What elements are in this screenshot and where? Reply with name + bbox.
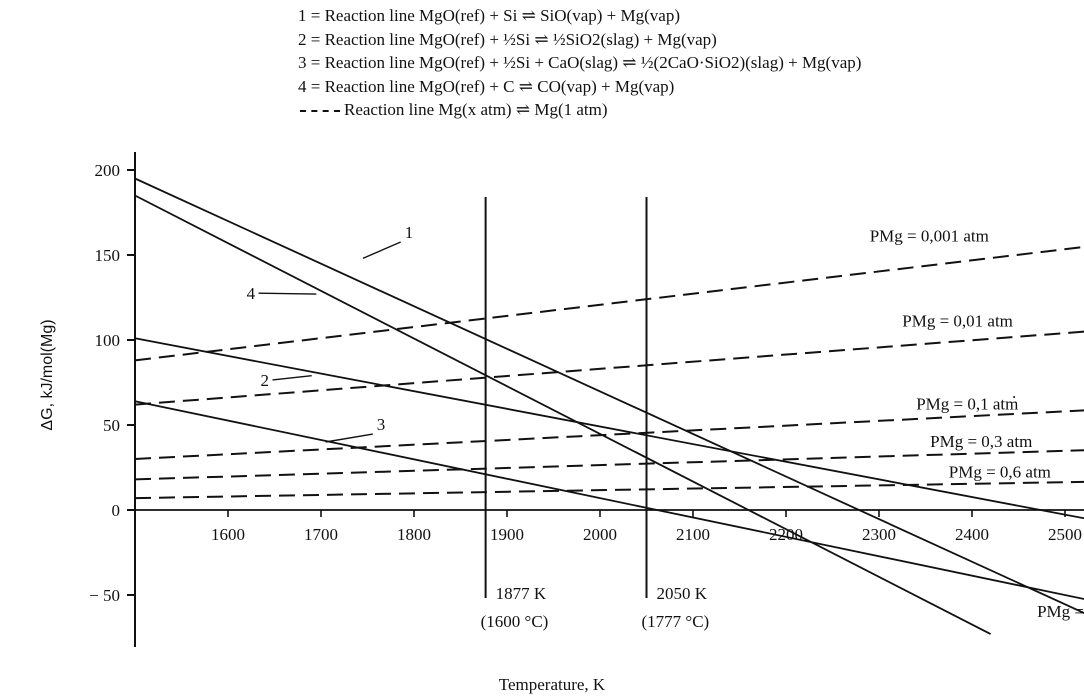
marker-sublabel-2: (1777 °C) — [642, 612, 710, 631]
marker-sublabel-1: (1600 °C) — [481, 612, 549, 631]
annotations-group: 1877 K (1600 °C) 2050 K (1777 °C) 1 4 2 3 PMg = … — [247, 223, 1084, 631]
y-tick-label: 150 — [95, 246, 121, 265]
legend-item-3-text: 3 = Reaction line MgO(ref) + ½Si + CaO(s… — [298, 53, 862, 72]
series-group — [134, 177, 1084, 635]
legend-item-1: 1 = Reaction line MgO(ref) + Si ⇌ SiO(va… — [298, 4, 861, 28]
legend-item-2: 2 = Reaction line MgO(ref) + ½Si ⇌ ½SiO2… — [298, 28, 861, 52]
y-axis-label: ΔG, kJ/mol(Mg) — [39, 319, 56, 430]
annotation-pointer-1 — [362, 241, 401, 260]
x-tick-label: 2300 — [862, 525, 896, 544]
chart-legend: 1 = Reaction line MgO(ref) + Si ⇌ SiO(va… — [298, 4, 861, 122]
axes-group: 200 150 100 50 0 − 50 1600 1700 1800 1900 2000 2100… — [89, 152, 1082, 647]
x-tick-label: 2100 — [676, 525, 710, 544]
marker-label-2: 2050 K — [657, 584, 708, 603]
x-tick-label: 1600 — [211, 525, 245, 544]
y-tick-label: 200 — [95, 161, 121, 180]
y-tick-label: 50 — [103, 416, 120, 435]
annotation-pointer-4 — [325, 433, 373, 443]
x-tick-label: 1800 — [397, 525, 431, 544]
legend-item-1-text: 1 = Reaction line MgO(ref) + Si ⇌ SiO(va… — [298, 6, 680, 25]
series-line-7 — [134, 409, 1084, 460]
annotation-4: 3 — [377, 415, 386, 434]
annotation-pointer-3 — [272, 375, 312, 381]
legend-item-4-text: 4 = Reaction line MgO(ref) + C ⇌ CO(vap)… — [298, 76, 675, 96]
marker-label-1: 1877 K — [496, 584, 547, 603]
annotation-10: PMg = 1 atm — [1037, 602, 1084, 621]
series-line-8 — [134, 449, 1084, 481]
x-tick-label: 2400 — [955, 525, 989, 544]
annotation-6: PMg = 0,01 atm — [902, 311, 1013, 330]
x-axis-label: Temperature, K — [499, 675, 606, 694]
dashed-line-swatch — [300, 110, 340, 113]
x-tick-label: 2500 — [1048, 525, 1082, 544]
legend-item-2-text: 2 = Reaction line MgO(ref) + ½Si ⇌ ½SiO2… — [298, 29, 717, 49]
annotation-3: 2 — [261, 371, 270, 390]
series-line-2 — [134, 337, 1084, 520]
series-line-1 — [134, 177, 1084, 614]
legend-item-dashed: Reaction line Mg(x atm) ⇌ Mg(1 atm) — [298, 98, 861, 122]
series-line-5 — [134, 245, 1084, 362]
series-line-4 — [134, 194, 992, 635]
legend-item-dashed-text: Reaction line Mg(x atm) ⇌ Mg(1 atm) — [344, 100, 608, 119]
legend-item-3: 3 = Reaction line MgO(ref) + ½Si + CaO(s… — [298, 51, 861, 75]
series-line-9 — [134, 480, 1084, 500]
x-tick-label: 1900 — [490, 525, 524, 544]
annotation-7: PMg = 0,1 atm — [916, 395, 1018, 414]
y-tick-label: 0 — [112, 501, 121, 520]
annotation-end-marker: . — [1012, 383, 1016, 402]
x-tick-label: 1700 — [304, 525, 338, 544]
y-tick-label: − 50 — [89, 586, 120, 605]
annotation-9: PMg = 0,6 atm — [949, 463, 1051, 482]
series-line-3 — [134, 400, 1084, 600]
annotation-5: PMg = 0,001 atm — [870, 226, 989, 245]
legend-item-4: 4 = Reaction line MgO(ref) + C ⇌ CO(vap)… — [298, 75, 861, 99]
x-tick-label: 2000 — [583, 525, 617, 544]
annotation-1: 1 — [405, 223, 414, 242]
series-line-6 — [134, 330, 1084, 406]
y-tick-label: 100 — [95, 331, 121, 350]
annotation-8: PMg = 0,3 atm — [930, 432, 1032, 451]
annotation-2: 4 — [247, 284, 256, 303]
annotation-pointer-2 — [258, 292, 317, 295]
